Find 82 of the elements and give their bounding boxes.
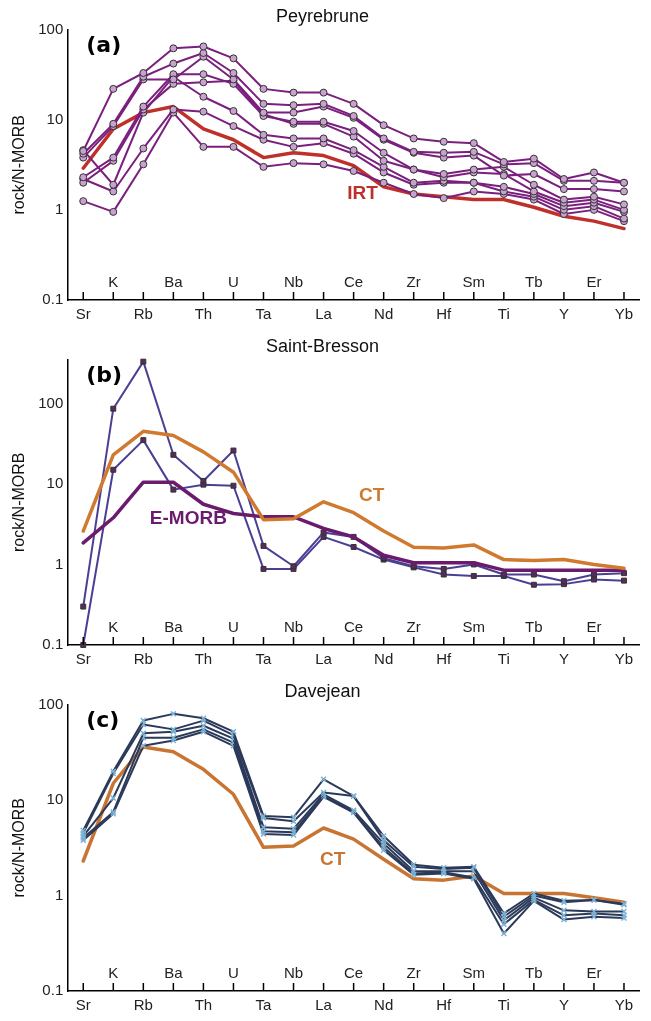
x-tick-label: Yb — [614, 650, 634, 668]
series-label: IRT — [347, 182, 379, 204]
x-tick-label: La — [315, 650, 333, 668]
x-tick-label: U — [228, 272, 239, 290]
x-tick-label: Tb — [525, 963, 543, 981]
x-tick-label: Nb — [283, 272, 304, 290]
y-axis-title: rock/N-MORB — [10, 452, 28, 553]
x-tick-label: Sr — [75, 650, 91, 668]
x-tick-label: Ti — [497, 996, 510, 1014]
x-tick-label: Hf — [436, 996, 453, 1014]
chart-title: Davejean — [284, 680, 361, 701]
x-tick-label: Y — [558, 305, 569, 323]
x-tick-label: Sm — [462, 963, 486, 981]
y-tick-label: 10 — [46, 109, 64, 127]
x-tick-label: Ti — [497, 305, 510, 323]
y-tick-label: 10 — [46, 790, 64, 808]
x-tick-label: Ta — [255, 996, 273, 1014]
y-axis-title: rock/N-MORB — [10, 115, 28, 215]
y-tick-label: 100 — [38, 393, 64, 411]
x-tick-label: Yb — [614, 996, 634, 1014]
x-tick-label: Rb — [133, 650, 153, 668]
series-label: E-MORB — [149, 507, 227, 529]
y-tick-label: 100 — [38, 19, 64, 37]
x-tick-label: Nd — [374, 996, 394, 1014]
x-tick-label: Zr — [406, 617, 421, 635]
annotation: (a) — [86, 32, 122, 58]
x-tick-label: Ta — [255, 305, 273, 323]
x-tick-label: Er — [586, 617, 602, 635]
series-label: CT — [319, 847, 346, 869]
y-tick-label: 0.1 — [42, 290, 64, 308]
x-tick-label: Ce — [344, 617, 364, 635]
x-tick-label: K — [108, 617, 119, 635]
x-tick-label: Y — [558, 650, 569, 668]
y-tick-label: 0.1 — [42, 981, 64, 999]
x-tick-label: Zr — [406, 963, 421, 981]
x-tick-label: Ti — [497, 650, 510, 668]
x-tick-label: Ba — [164, 272, 184, 290]
x-tick-label: Hf — [436, 650, 453, 668]
y-tick-label: 1 — [54, 554, 64, 572]
y-tick-label: 0.1 — [42, 635, 64, 653]
x-tick-label: Nb — [283, 617, 304, 635]
x-tick-label: K — [108, 963, 119, 981]
y-tick-label: 1 — [54, 885, 64, 903]
x-tick-label: U — [228, 963, 239, 981]
x-tick-label: Tb — [525, 272, 543, 290]
x-tick-label: Er — [586, 272, 602, 290]
x-tick-label: Ta — [255, 650, 273, 668]
x-tick-label: U — [228, 617, 239, 635]
x-tick-label: Hf — [436, 305, 453, 323]
x-tick-label: Nb — [283, 963, 304, 981]
x-tick-label: Rb — [133, 305, 153, 323]
annotation: (b) — [86, 362, 123, 388]
x-tick-label: Ba — [164, 963, 184, 981]
x-tick-label: Sr — [75, 996, 91, 1014]
x-tick-label: Rb — [133, 996, 153, 1014]
y-axis-title: rock/N-MORB — [10, 798, 28, 898]
x-tick-label: K — [108, 272, 119, 290]
chart-title: Peyrebrune — [275, 5, 370, 26]
x-tick-label: Nd — [374, 650, 394, 668]
x-tick-label: Er — [586, 963, 602, 981]
x-tick-label: Yb — [614, 305, 634, 323]
x-tick-label: Ce — [344, 963, 364, 981]
y-tick-label: 100 — [38, 694, 64, 712]
x-tick-label: Y — [558, 996, 569, 1014]
x-tick-label: La — [315, 305, 333, 323]
y-tick-label: 10 — [46, 474, 64, 492]
x-tick-label: Th — [194, 305, 213, 323]
x-tick-label: Th — [194, 996, 213, 1014]
x-tick-label: La — [315, 996, 333, 1014]
x-tick-label: Ce — [344, 272, 364, 290]
x-tick-label: Sm — [462, 617, 486, 635]
x-tick-label: Sm — [462, 272, 486, 290]
y-tick-label: 1 — [54, 200, 64, 218]
annotation: (c) — [86, 707, 120, 733]
x-tick-label: Sr — [75, 305, 91, 323]
chart-title: Saint-Bresson — [265, 335, 380, 356]
x-tick-label: Tb — [525, 617, 543, 635]
x-tick-label: Zr — [406, 272, 421, 290]
x-tick-label: Th — [194, 650, 213, 668]
series-label: CT — [358, 483, 385, 505]
x-tick-label: Nd — [374, 305, 394, 323]
x-tick-label: Ba — [164, 617, 184, 635]
